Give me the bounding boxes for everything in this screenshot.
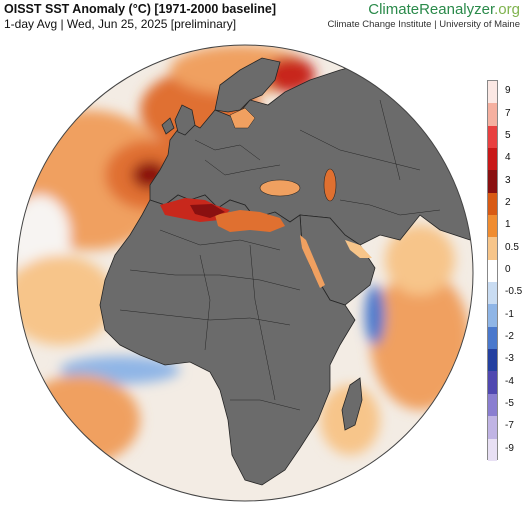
colorbar-segment	[488, 192, 497, 216]
land-scandinavia	[214, 57, 281, 113]
border-central	[199, 254, 211, 351]
colorbar-segment	[488, 215, 497, 238]
colorbar-tick-label: -9	[505, 442, 514, 454]
border-europe-1	[194, 139, 261, 161]
border-east	[249, 244, 276, 401]
anomaly-mid-atlantic-cool	[17, 195, 70, 275]
border-asia-2	[339, 199, 441, 216]
baltic-sea	[229, 107, 256, 129]
colorbar	[487, 80, 498, 461]
anomaly-south-atlantic-warm	[20, 375, 140, 465]
brand-name-main: ClimateReanalyzer	[368, 1, 495, 18]
colorbar-tick-label: 9	[505, 85, 511, 97]
border-asia-1	[299, 129, 421, 171]
brand-institution: Climate Change Institute | University of…	[327, 19, 520, 30]
anomaly-subtropical-atlantic	[17, 255, 115, 345]
country-borders	[119, 99, 441, 411]
colorbar-ticks: 9 7 5 4 3 2 1 0.5 0 -0.5 -1 -2 -3 -4 -5 …	[505, 80, 525, 460]
colorbar-tick-label: 1	[505, 219, 511, 231]
colorbar-tick-label: 7	[505, 107, 511, 119]
black-sea	[259, 179, 301, 197]
colorbar-tick-label: -4	[505, 375, 514, 387]
border-sahara-1	[159, 229, 281, 251]
page-title: OISST SST Anomaly (°C) [1971-2000 baseli…	[4, 2, 276, 16]
land-africa	[99, 194, 356, 486]
brand-block: ClimateReanalyzer.org Climate Change Ins…	[327, 1, 520, 30]
brand-name[interactable]: ClimateReanalyzer.org	[327, 1, 520, 18]
colorbar-tick-label: -0.5	[505, 286, 523, 298]
anomaly-arabian-sea-warm	[385, 225, 455, 295]
colorbar-tick-label: 3	[505, 174, 511, 186]
colorbar-segment	[488, 416, 497, 439]
page-subtitle: 1-day Avg | Wed, Jun 25, 2025 [prelimina…	[4, 17, 237, 31]
border-sahara-2	[129, 269, 301, 291]
colorbar-segment	[488, 393, 497, 417]
colorbar-tick-label: 0.5	[505, 241, 519, 253]
colorbar-tick-label: 5	[505, 129, 511, 141]
colorbar-segment	[488, 81, 497, 104]
colorbar-segment	[488, 371, 497, 394]
land-madagascar	[341, 377, 363, 431]
colorbar-tick-label: -1	[505, 308, 514, 320]
colorbar-segment	[488, 304, 497, 327]
border-asia-3	[379, 99, 401, 181]
border-sahel	[119, 309, 291, 326]
med-central-hot	[190, 204, 225, 218]
colorbar-segment	[488, 125, 497, 149]
colorbar-tick-label: 2	[505, 196, 511, 208]
border-south	[230, 399, 301, 411]
land-ireland	[161, 117, 175, 135]
colorbar-segment	[488, 438, 497, 461]
colorbar-segment	[488, 170, 497, 193]
colorbar-segment	[488, 326, 497, 350]
colorbar-tick-label: -3	[505, 353, 514, 365]
colorbar-tick-label: -2	[505, 331, 514, 343]
colorbar-segment	[488, 259, 497, 283]
colorbar-segment	[488, 237, 497, 260]
anomaly-indian-ocean-warm	[370, 270, 470, 410]
land-layer	[99, 57, 473, 486]
land-british-isles	[174, 104, 196, 136]
red-sea	[300, 235, 325, 288]
persian-gulf	[345, 240, 372, 258]
anomaly-somalia-cold	[365, 285, 385, 345]
colorbar-tick-label: 0	[505, 264, 511, 275]
colorbar-tick-label: 4	[505, 152, 511, 164]
caspian-sea	[323, 168, 337, 202]
colorbar-tick-label: -5	[505, 398, 514, 410]
colorbar-segment	[488, 103, 497, 126]
globe-outline	[16, 44, 474, 502]
colorbar-tick-label: -7	[505, 420, 514, 432]
colorbar-segment	[488, 282, 497, 305]
border-europe-2	[204, 159, 281, 176]
colorbar-segment	[488, 349, 497, 372]
mediterranean-sea	[160, 198, 285, 232]
colorbar-segment	[488, 148, 497, 171]
med-east	[215, 210, 285, 232]
brand-name-tld: .org	[494, 1, 520, 18]
